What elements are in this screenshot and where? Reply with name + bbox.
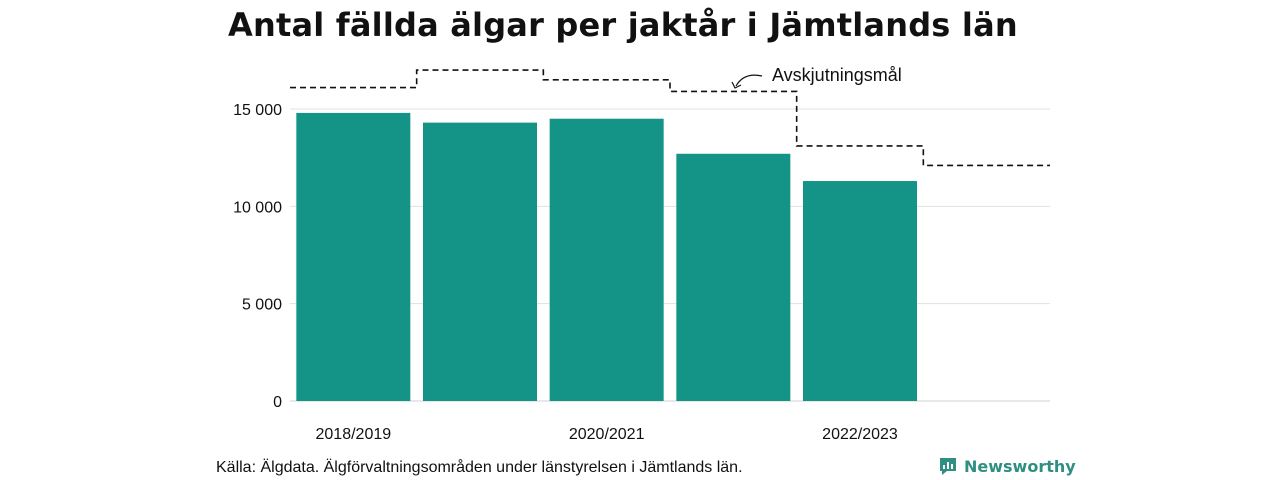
y-tick-label: 15 000 — [233, 102, 282, 119]
annotation-label: Avskjutningsmål — [772, 65, 902, 85]
y-tick-label: 0 — [273, 394, 282, 411]
annotation-arrow — [735, 74, 763, 87]
newsworthy-logo-icon — [940, 458, 956, 475]
brand-logo[interactable]: Newsworthy — [938, 456, 1076, 476]
bar — [803, 181, 917, 401]
y-tick-label: 5 000 — [242, 297, 282, 314]
target-step-line — [290, 69, 1050, 167]
x-tick-label: 2018/2019 — [316, 426, 392, 443]
bar — [549, 118, 664, 401]
brand-name: Newsworthy — [964, 456, 1076, 476]
y-tick-label: 10 000 — [233, 199, 282, 216]
target-line — [290, 69, 1050, 167]
annotation: Avskjutningsmål — [731, 65, 902, 89]
bar — [423, 122, 537, 402]
x-tick-label: 2022/2023 — [822, 426, 898, 443]
bar — [676, 153, 791, 401]
bars — [296, 112, 917, 402]
gridlines — [290, 108, 1050, 402]
chart-title: Antal fällda älgar per jaktår i Jämtland… — [228, 6, 1018, 44]
y-axis: 0 5 000 10 000 15 000 — [233, 102, 282, 411]
x-axis: 2018/2019 2020/2021 2022/2023 — [316, 426, 898, 443]
x-tick-label: 2020/2021 — [569, 426, 645, 443]
bar — [296, 112, 411, 401]
annotation-arrowhead — [731, 81, 742, 89]
source-note: Källa: Älgdata. Älgförvaltningsområden u… — [216, 459, 743, 476]
